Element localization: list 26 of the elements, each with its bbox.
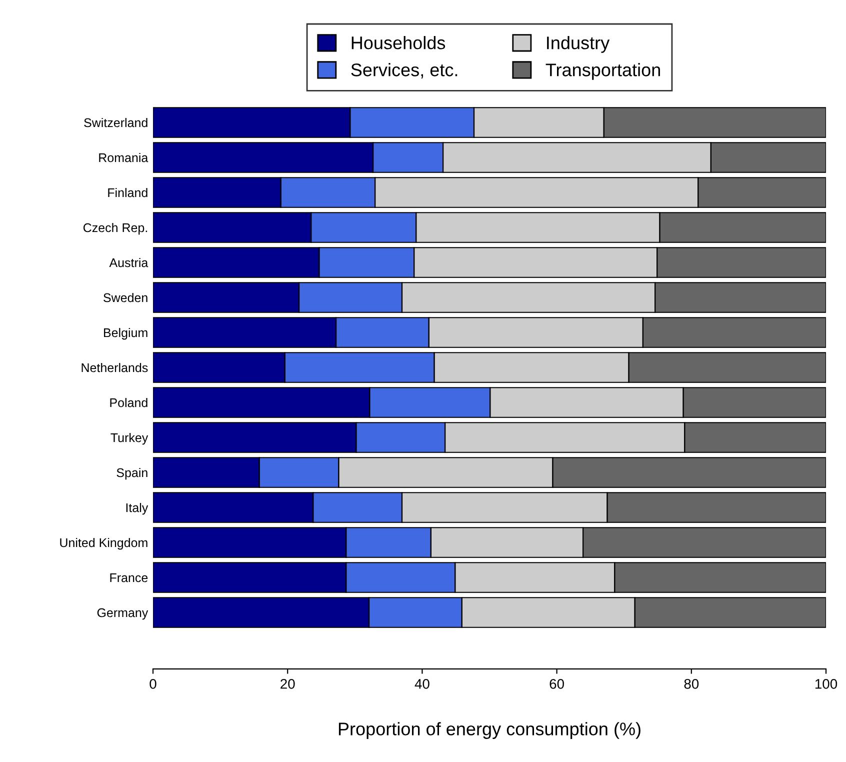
y-tick-label: Sweden [104, 292, 148, 302]
y-tick-label: Belgium [104, 328, 148, 340]
y-tick-label: Czech Rep. [83, 222, 147, 235]
y-tick-label: Germany [97, 608, 148, 620]
x-tick-label: 100 [815, 678, 838, 689]
legend-label: Households [352, 36, 446, 50]
y-tick-label: Italy [126, 502, 148, 515]
y-tick-label: United Kingdom [60, 538, 148, 550]
x-tick-label: 0 [150, 678, 156, 689]
x-tick-label: 60 [550, 678, 564, 689]
x-tick-label: 40 [414, 678, 430, 689]
y-tick-label: Turkey [110, 432, 148, 445]
x-axis-title: Proportion of energy consumption (%) [338, 722, 640, 739]
y-tick-label: Poland [110, 398, 148, 408]
legend-label: Services, etc. [351, 63, 458, 78]
y-tick-label: France [110, 573, 148, 582]
x-tick-label: 20 [280, 678, 295, 689]
y-tick-label: Switzerland [84, 118, 148, 128]
legend-label: Industry [547, 36, 610, 53]
y-tick-label: Finland [108, 188, 148, 198]
y-tick-label: Netherlands [82, 362, 148, 372]
y-tick-label: Austria [109, 258, 148, 268]
y-tick-label: Romania [99, 152, 148, 162]
legend-label: Transportation [546, 63, 660, 80]
x-tick-label: 80 [684, 678, 699, 689]
y-tick-label: Spain [116, 468, 148, 480]
